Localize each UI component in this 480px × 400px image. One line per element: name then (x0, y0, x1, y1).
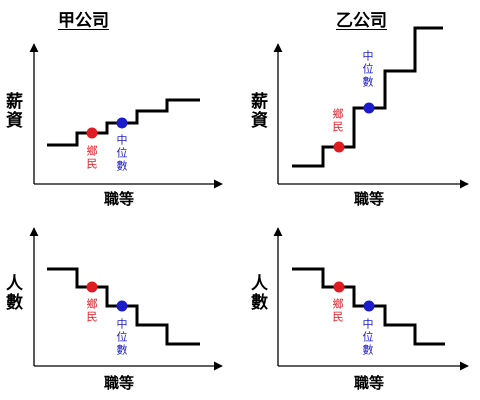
xlabel-a-top: 職等 (104, 190, 135, 208)
villager-dot-bottom-left (86, 281, 98, 293)
ylabel-count-b: 人數 (247, 274, 267, 312)
ylabel-count-a: 人數 (2, 274, 22, 312)
median-dot-bottom-left (116, 300, 128, 312)
median-label-b-bottom: 中位數 (361, 318, 374, 357)
step-line-top-right (292, 26, 443, 168)
villager-label-a-bottom: 鄉民 (85, 298, 98, 324)
villager-label-b-bottom: 鄉民 (331, 298, 344, 324)
median-label-a-bottom: 中位數 (115, 318, 128, 357)
villager-label-a-top: 鄉民 (85, 145, 98, 171)
title-company-a: 甲公司 (58, 11, 109, 31)
median-label-a-top: 中位數 (115, 134, 128, 173)
villager-dot-top-left (86, 127, 98, 139)
xlabel-b-top: 職等 (354, 190, 385, 208)
villager-dot-bottom-right (333, 281, 345, 293)
xlabel-b-bottom: 職等 (354, 374, 385, 392)
ylabel-salary-a: 薪資 (2, 92, 22, 130)
median-label-b-top: 中位數 (361, 50, 374, 89)
median-dot-top-right (363, 102, 375, 114)
villager-dot-top-right (333, 141, 345, 153)
villager-label-b-top: 鄉民 (331, 108, 344, 134)
xlabel-a-bottom: 職等 (104, 374, 135, 392)
median-dot-bottom-right (363, 300, 375, 312)
median-dot-top-left (116, 117, 128, 129)
ylabel-salary-b: 薪資 (247, 92, 267, 130)
title-company-b: 乙公司 (336, 11, 387, 31)
